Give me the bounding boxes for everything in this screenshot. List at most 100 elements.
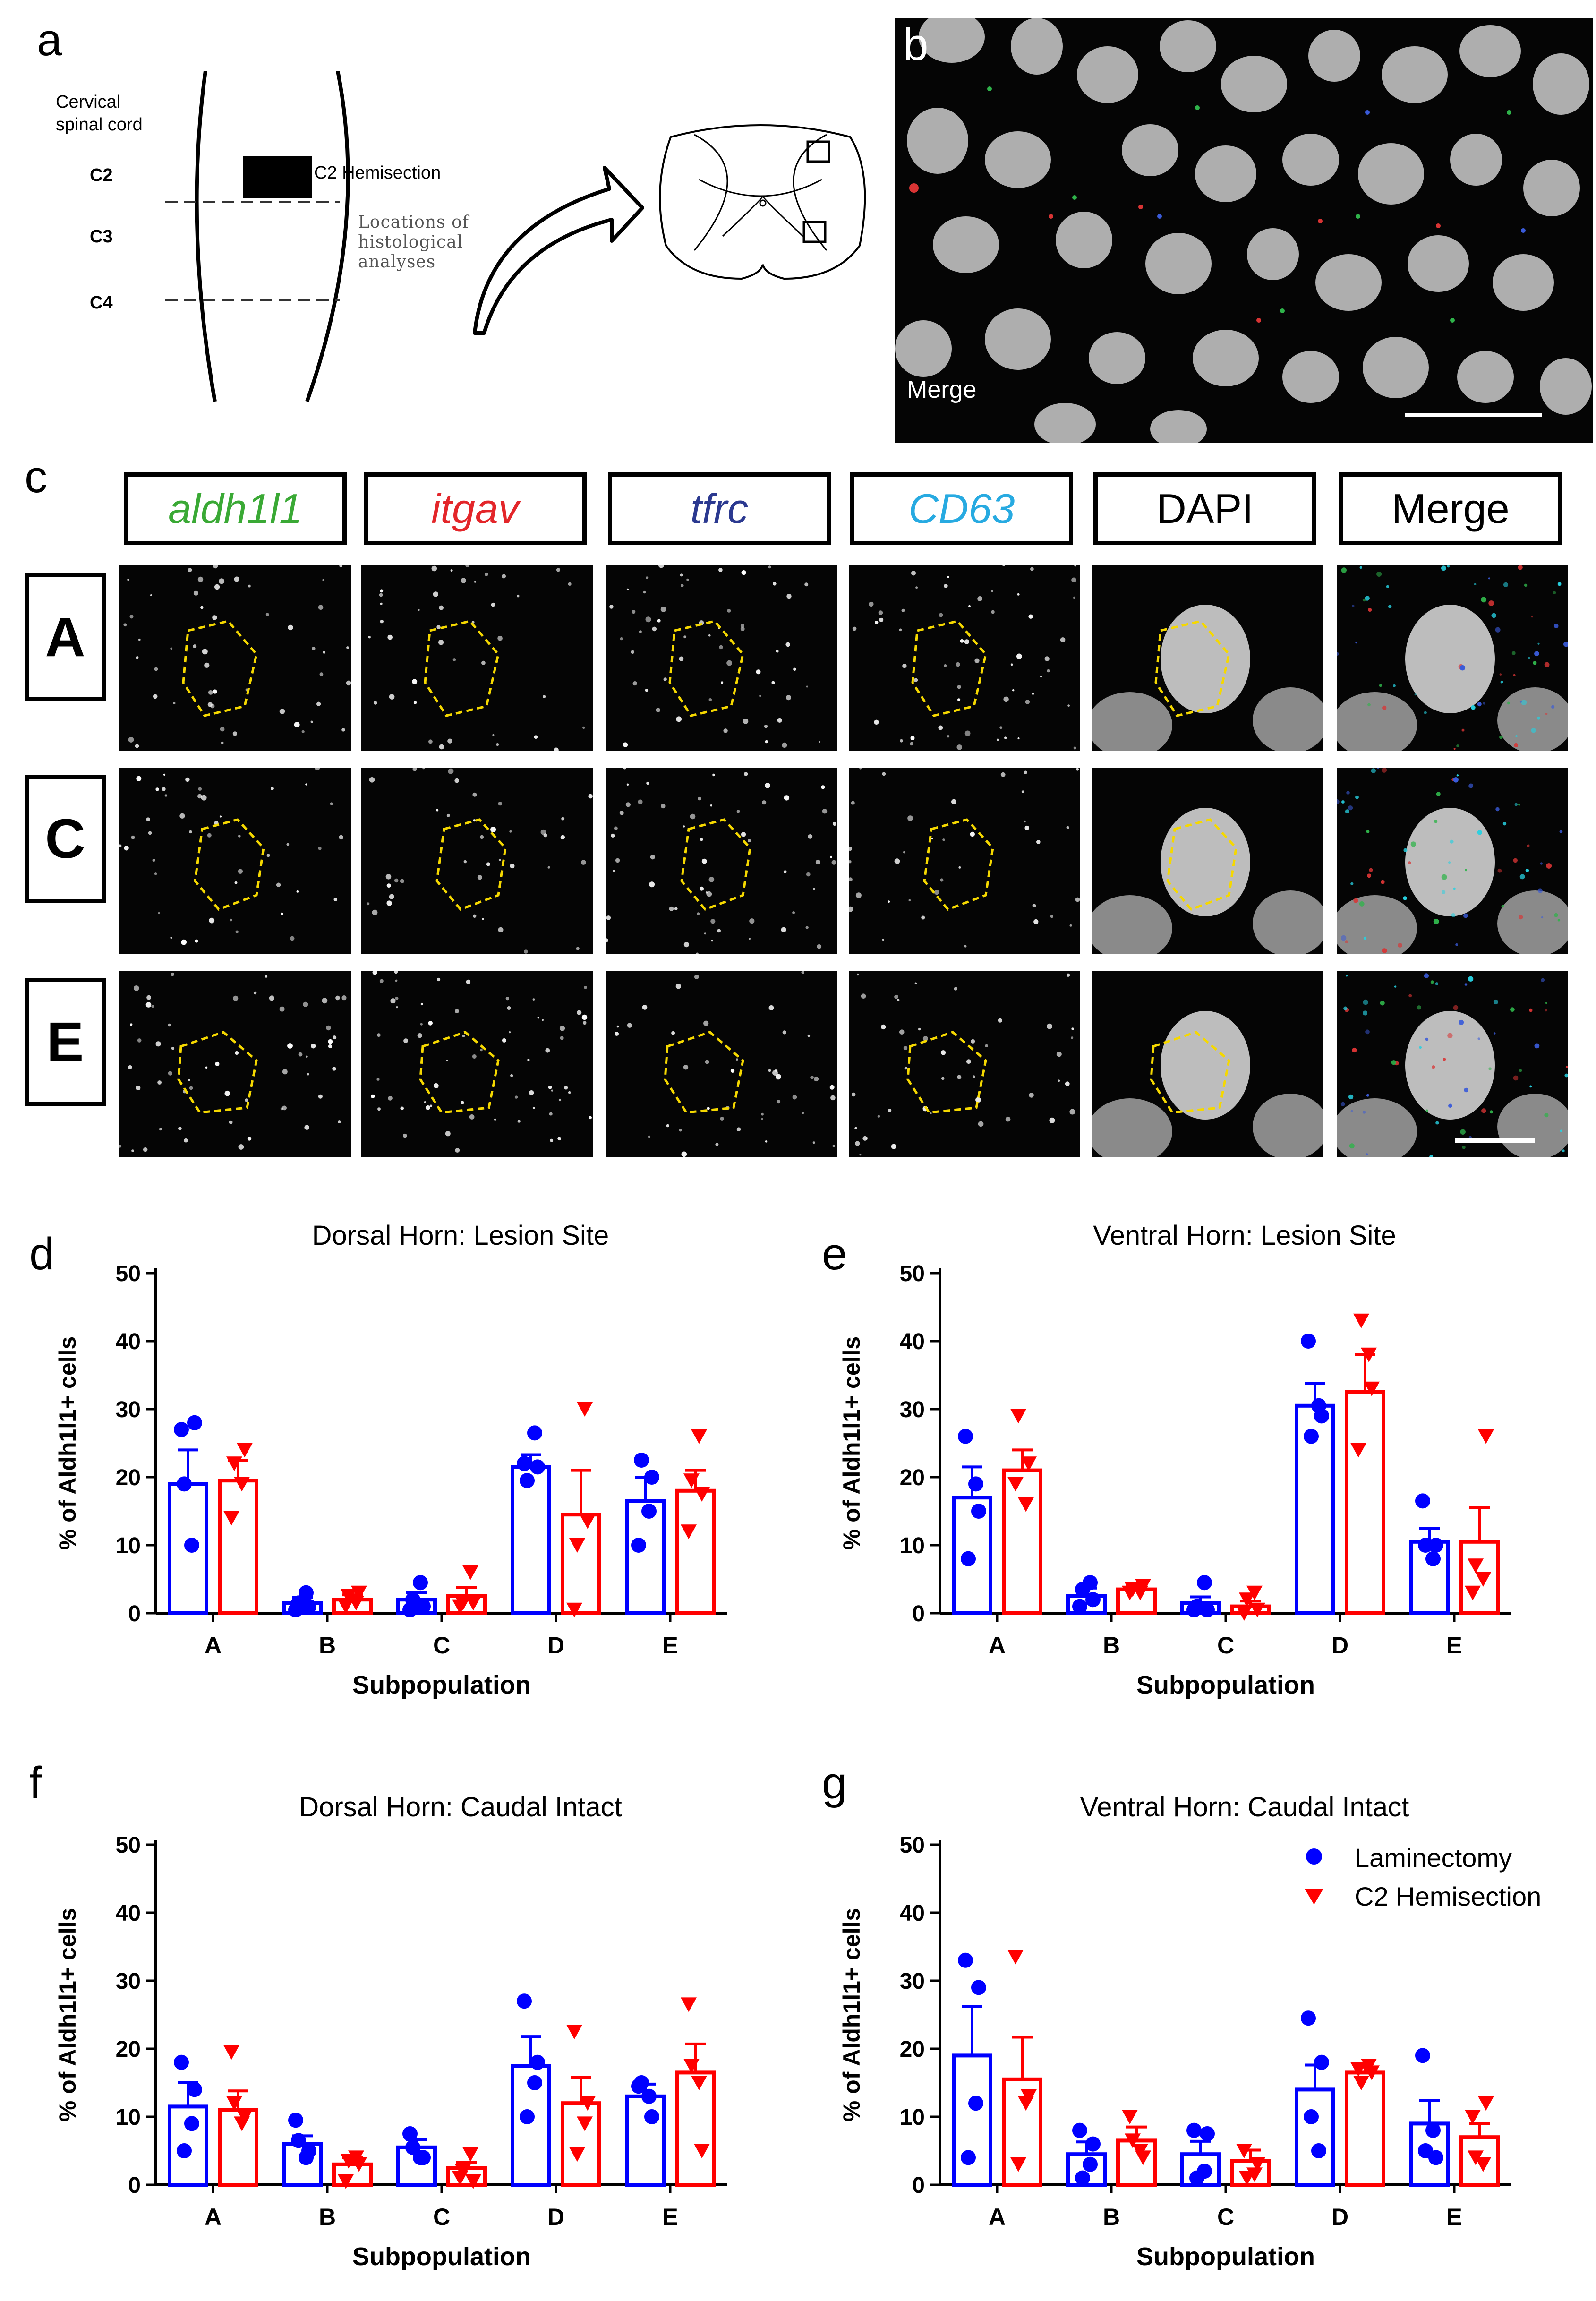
data-point-laminectomy (1197, 1575, 1212, 1591)
data-point-laminectomy (1197, 2164, 1212, 2179)
micrograph-r2-c4 (849, 768, 1080, 954)
bar-hemisection-A (1002, 1468, 1042, 1615)
data-point-hemisection (1475, 2157, 1491, 2172)
channel-tfrc-text: tfrc (690, 485, 749, 532)
data-point-hemisection (681, 1997, 697, 2012)
data-point-hemisection (691, 2076, 707, 2090)
micrograph-r1-c2 (361, 565, 593, 751)
data-point-hemisection (1465, 2110, 1481, 2124)
data-point-laminectomy (174, 2054, 189, 2070)
micrograph-r3-c6 (1337, 971, 1568, 1157)
data-point-laminectomy (517, 1993, 532, 2009)
x-tick-label: A (989, 1632, 1006, 1659)
channel-header-cd63: CD63 (850, 472, 1073, 545)
bar-hemisection-A (218, 1479, 258, 1615)
y-tick-label: 0 (912, 1601, 925, 1626)
data-point-hemisection (1478, 1429, 1494, 1444)
panel-label-f: f (29, 1758, 42, 1808)
data-point-hemisection (226, 1456, 242, 1471)
data-point-hemisection (1478, 2096, 1494, 2111)
data-point-hemisection (338, 2174, 354, 2189)
data-point-laminectomy (971, 1504, 986, 1519)
cord-cross-section-icon (659, 124, 866, 280)
x-tick-label: E (1446, 2204, 1462, 2230)
data-point-laminectomy (644, 1470, 659, 1485)
data-point-laminectomy (968, 1476, 983, 1492)
chart-dorsal-lesion: Dorsal Horn: Lesion Site % of Aldh1l1+ ce… (54, 1220, 727, 1699)
data-point-hemisection (1125, 2133, 1141, 2148)
data-point-hemisection (462, 1565, 478, 1580)
data-point-hemisection (1236, 2144, 1252, 2158)
bar-hemisection-E (675, 1488, 716, 1615)
data-point-hemisection (1132, 2144, 1148, 2158)
x-tick-label: A (989, 2204, 1006, 2230)
ventral-roi-box (802, 221, 827, 243)
data-point-laminectomy (641, 1504, 657, 1519)
x-tick-label: B (1103, 1632, 1120, 1659)
bar-laminectomy-A (952, 2053, 992, 2187)
data-point-hemisection (1475, 1572, 1491, 1587)
data-point-laminectomy (402, 2126, 418, 2141)
data-point-hemisection (348, 1596, 364, 1611)
cell-outline (435, 818, 507, 911)
hemisection-block (243, 156, 312, 198)
data-point-hemisection (580, 2096, 596, 2111)
x-tick-label: C (433, 1632, 450, 1659)
data-point-laminectomy (1085, 2136, 1101, 2152)
cell-outline (1150, 1031, 1230, 1114)
data-point-laminectomy (1301, 1334, 1316, 1349)
data-point-hemisection (1353, 1313, 1369, 1328)
data-point-laminectomy (634, 2075, 649, 2090)
data-point-laminectomy (177, 1476, 192, 1492)
channel-header-aldh1l1: aldh1l1 (124, 472, 347, 545)
data-point-laminectomy (1304, 1429, 1319, 1444)
x-axis-label: Subpopulation (1136, 1671, 1315, 1699)
y-axis-label: % of Aldh1l1+ cells (838, 1908, 865, 2121)
data-point-laminectomy (1200, 2126, 1215, 2141)
data-point-laminectomy (644, 2109, 659, 2124)
data-point-laminectomy (958, 1952, 973, 1968)
cell-outline (419, 1031, 500, 1114)
channel-aldh1l1-text: aldh1l1 (168, 485, 302, 532)
chart-title: Ventral Horn: Lesion Site (1093, 1220, 1396, 1251)
data-point-laminectomy (527, 1425, 542, 1441)
data-point-laminectomy (1311, 1398, 1326, 1413)
cell-outline (906, 1031, 987, 1114)
data-point-laminectomy (299, 1585, 314, 1600)
data-point-hemisection (566, 1602, 582, 1617)
micrograph-r3-c2 (361, 971, 593, 1157)
data-point-hemisection (683, 2059, 700, 2073)
micrograph-r1-c1 (119, 565, 351, 751)
data-point-hemisection (569, 1538, 585, 1553)
data-point-laminectomy (184, 1538, 199, 1553)
y-tick-label: 50 (900, 1261, 925, 1286)
spinal-cord-schematic (165, 71, 644, 402)
x-tick-label: D (547, 1632, 564, 1659)
chart-ventral-caudal: Ventral Horn: Caudal Intact % of Aldh1l1+… (838, 1792, 1511, 2271)
channel-header-merge: Merge (1339, 472, 1562, 545)
cell-outline (668, 620, 744, 717)
data-point-laminectomy (299, 2150, 314, 2165)
micrograph-r2-c5 (1092, 768, 1323, 954)
channel-merge-text: Merge (1391, 485, 1510, 532)
bar-laminectomy-C (1180, 2152, 1221, 2187)
y-tick-label: 30 (900, 1397, 925, 1422)
panel-label-e: e (822, 1229, 847, 1279)
data-point-laminectomy (520, 1473, 535, 1488)
data-point-laminectomy (530, 1459, 545, 1475)
data-point-hemisection (1007, 1950, 1024, 1965)
bar-hemisection-D (561, 2101, 601, 2187)
data-point-laminectomy (1301, 2010, 1316, 2026)
x-tick-label: C (1217, 1632, 1234, 1659)
x-tick-label: E (662, 1632, 678, 1659)
data-point-hemisection (1249, 2157, 1265, 2172)
data-point-laminectomy (517, 1456, 532, 1471)
data-point-hemisection (234, 1477, 250, 1492)
data-point-laminectomy (413, 1575, 428, 1591)
chart-title: Dorsal Horn: Caudal Intact (299, 1792, 622, 1822)
cell-outline (923, 818, 994, 911)
data-point-laminectomy (1072, 2122, 1087, 2138)
y-tick-label: 50 (900, 1833, 925, 1858)
panel-label-a: a (37, 15, 62, 65)
data-point-hemisection (223, 1511, 239, 1526)
